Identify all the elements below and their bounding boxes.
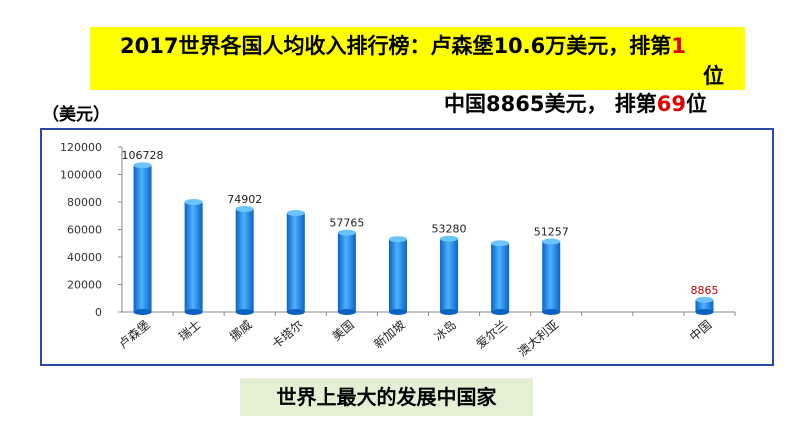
bar bbox=[440, 238, 459, 312]
bar-top bbox=[184, 199, 203, 205]
bar-top bbox=[337, 229, 356, 236]
bar-top bbox=[695, 296, 714, 303]
bar-top bbox=[388, 236, 407, 243]
bar-bottom bbox=[542, 309, 561, 315]
data-label: 53280 bbox=[432, 223, 467, 236]
chart-title: 2017世界各国人均收入排行榜：卢森堡10.6万美元，排第1 bbox=[120, 30, 686, 60]
title-rank: 1 bbox=[671, 34, 686, 58]
category-label: 美国 bbox=[329, 318, 356, 344]
category-label: 卢森堡 bbox=[115, 317, 152, 352]
unit-label: （美元） bbox=[42, 105, 110, 125]
bar-top bbox=[440, 235, 459, 242]
bar-top bbox=[542, 238, 561, 245]
bar-bottom bbox=[440, 309, 459, 315]
bar-top bbox=[286, 210, 305, 216]
y-tick-label: 120000 bbox=[60, 141, 102, 154]
data-label: 51257 bbox=[534, 226, 569, 239]
china-suffix: 位 bbox=[686, 92, 707, 116]
data-label: 106728 bbox=[122, 149, 164, 162]
bar-top bbox=[235, 206, 254, 213]
category-label: 爱尔兰 bbox=[473, 317, 510, 352]
bar bbox=[235, 209, 254, 312]
chart-frame bbox=[40, 128, 774, 366]
bar bbox=[388, 239, 407, 312]
bar bbox=[286, 213, 305, 312]
bar bbox=[184, 202, 203, 312]
data-label: 74902 bbox=[227, 193, 262, 206]
title-suffix: 位 bbox=[703, 64, 724, 88]
bar bbox=[542, 241, 561, 312]
bar-bottom bbox=[388, 309, 407, 315]
bar bbox=[337, 232, 356, 312]
category-label: 挪威 bbox=[227, 318, 254, 344]
bar-bottom bbox=[286, 309, 305, 315]
chart-bars bbox=[133, 162, 714, 315]
y-tick-label: 20000 bbox=[67, 279, 102, 292]
bar-bottom bbox=[235, 309, 254, 315]
bar-bottom bbox=[184, 309, 203, 315]
y-tick-label: 100000 bbox=[60, 169, 102, 182]
bar bbox=[491, 243, 510, 312]
title-banner bbox=[90, 27, 745, 90]
category-label: 卡塔尔 bbox=[268, 317, 305, 352]
data-label: 57765 bbox=[329, 217, 364, 230]
bar bbox=[695, 299, 714, 312]
category-label: 冰岛 bbox=[431, 317, 459, 344]
bar-bottom bbox=[695, 309, 714, 315]
chart-labels: 106728 卢森堡 瑞士 74902 挪威 卡塔尔 57765 美国 新加坡 53280 冰岛 爱尔… bbox=[115, 149, 718, 359]
data-label: 8865 bbox=[690, 284, 718, 297]
china-text: 中国8865美元， 排第 bbox=[444, 92, 657, 116]
bar-top bbox=[491, 240, 510, 247]
bar-bottom bbox=[491, 309, 510, 315]
china-rank: 69 bbox=[656, 92, 686, 116]
category-label: 澳大利亚 bbox=[515, 318, 561, 360]
bar bbox=[133, 165, 152, 312]
category-label: 中国 bbox=[686, 317, 714, 344]
bar-bottom bbox=[133, 309, 152, 315]
y-tick-label: 60000 bbox=[67, 224, 102, 237]
y-tick-label: 40000 bbox=[67, 251, 102, 264]
bar-top bbox=[133, 162, 152, 169]
chart-axes: 0 20000 40000 60000 80000 100000 120000 bbox=[60, 141, 736, 319]
category-label: 新加坡 bbox=[371, 317, 408, 352]
category-label: 瑞士 bbox=[176, 318, 203, 344]
title-text: 2017世界各国人均收入排行榜：卢森堡10.6万美元，排第 bbox=[120, 34, 672, 58]
tagline: 世界上最大的发展中国家 bbox=[240, 378, 533, 416]
y-tick-label: 0 bbox=[95, 306, 102, 319]
y-tick-label: 80000 bbox=[67, 196, 102, 209]
bar-bottom bbox=[337, 309, 356, 315]
china-subtitle: 中国8865美元， 排第69位 bbox=[444, 88, 707, 118]
